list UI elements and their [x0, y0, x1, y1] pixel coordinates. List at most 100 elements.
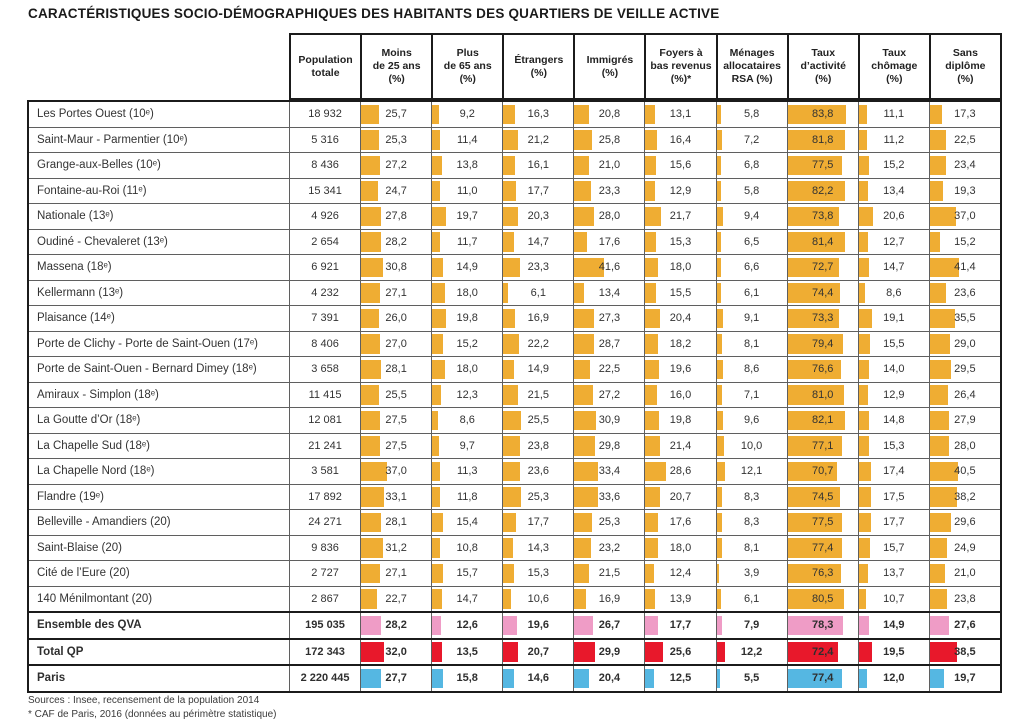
value-cell: 21,4 — [644, 433, 715, 458]
row-name: Grange-aux-Belles (10ᵉ) — [37, 159, 161, 172]
value-label: 41,4 — [954, 261, 976, 274]
value-bar — [432, 385, 441, 405]
value-cell: 28,7 — [573, 331, 644, 356]
value-bar — [787, 668, 842, 688]
value-label: 37,0 — [954, 210, 976, 223]
value-cell: 15,6 — [644, 153, 715, 178]
value-cell: 77,5 — [786, 510, 858, 535]
value-bar — [858, 385, 868, 405]
value-cell: 13,8 — [431, 153, 502, 178]
value-label: 16,1 — [527, 159, 550, 172]
value-bar — [858, 283, 865, 303]
page-title: CARACTÉRISTIQUES SOCIO-DÉMOGRAPHIQUES DE… — [28, 6, 720, 21]
value-cell: 15,5 — [857, 331, 929, 356]
value-bar — [645, 130, 657, 150]
value-cell: 22,2 — [502, 331, 573, 356]
value-label: 14,7 — [883, 261, 905, 274]
value-bar — [716, 104, 721, 124]
value-bar — [574, 461, 598, 481]
value-bar — [361, 642, 384, 662]
value-cell: 25,7 — [360, 102, 431, 127]
value-label: 13,1 — [669, 108, 692, 121]
value-label: 21,5 — [598, 567, 621, 580]
value-bar — [432, 487, 441, 507]
value-cell: 25,5 — [360, 382, 431, 407]
value-cell: 33,1 — [360, 484, 431, 509]
value-label: 72,4 — [811, 645, 834, 658]
value-bar — [645, 642, 664, 662]
value-label: 77,5 — [811, 159, 834, 172]
value-bar — [574, 512, 593, 532]
value-cell: 9,4 — [715, 204, 787, 229]
value-cell: 6,1 — [502, 280, 573, 305]
value-label: 9,6 — [743, 414, 760, 427]
value-bar — [432, 512, 443, 532]
row-name: Oudiné - Chevaleret (13ᵉ) — [37, 235, 168, 248]
value-cell: 11,3 — [431, 459, 502, 484]
value-cell: 26,7 — [573, 613, 644, 638]
value-cell: 29,5 — [928, 357, 1000, 382]
value-label: 18,0 — [669, 261, 692, 274]
value-bar — [716, 512, 723, 532]
value-cell: 30,9 — [573, 408, 644, 433]
value-bar — [858, 615, 870, 635]
value-cell: 8,6 — [715, 357, 787, 382]
value-bar — [716, 385, 722, 405]
value-bar — [503, 512, 516, 532]
table-row: La Goutte d’Or (18ᵉ) 12 081 27,5 8,6 25,5 30,… — [29, 407, 1000, 433]
value-bar — [432, 334, 443, 354]
value-label: 12,3 — [456, 388, 478, 401]
row-name: Fontaine-au-Roi (11ᵉ) — [37, 184, 147, 197]
value-cell: 8,6 — [857, 280, 929, 305]
value-cell: 9,1 — [715, 306, 787, 331]
value-label: 33,1 — [385, 490, 407, 503]
value-label: 22,5 — [598, 363, 621, 376]
value-label: 6,1 — [530, 286, 546, 299]
value-bar — [432, 130, 441, 150]
value-cell: 19,3 — [928, 178, 1000, 203]
value-cell: 12,2 — [715, 639, 787, 664]
value-cell: 38,2 — [928, 484, 1000, 509]
value-bar — [716, 359, 723, 379]
value-cell: 10,8 — [431, 535, 502, 560]
value-label: 76,6 — [811, 363, 834, 376]
column-header: Plus de 65 ans (%) — [431, 33, 505, 100]
table-row: La Chapelle Sud (18ᵉ) 21 241 27,5 9,7 23,8 29… — [29, 432, 1000, 458]
row-name: 140 Ménilmontant (20) — [37, 592, 153, 605]
value-cell: 33,6 — [573, 484, 644, 509]
value-cell: 27,2 — [573, 382, 644, 407]
population-cell: 3 581 — [289, 459, 360, 484]
value-cell: 28,2 — [360, 229, 431, 254]
value-bar — [574, 487, 598, 507]
value-bar — [787, 359, 842, 379]
value-bar — [503, 308, 516, 328]
value-bar — [645, 461, 666, 481]
value-cell: 20,4 — [573, 666, 644, 691]
value-bar — [432, 359, 445, 379]
value-cell: 19,8 — [644, 408, 715, 433]
value-label: 23,6 — [527, 465, 550, 478]
row-name: Nationale (13ᵉ) — [37, 210, 114, 223]
value-cell: 15,2 — [857, 153, 929, 178]
value-label: 17,6 — [598, 235, 621, 248]
value-cell: 19,7 — [928, 666, 1000, 691]
value-label: 27,8 — [385, 210, 407, 223]
value-cell: 23,2 — [573, 535, 644, 560]
value-cell: 33,4 — [573, 459, 644, 484]
value-label: 23,4 — [954, 159, 976, 172]
value-label: 76,3 — [811, 567, 834, 580]
value-bar — [361, 538, 383, 558]
value-bar — [503, 668, 514, 688]
value-label: 12,1 — [740, 465, 763, 478]
value-bar — [574, 130, 593, 150]
value-label: 20,6 — [883, 210, 905, 223]
value-bar — [574, 283, 584, 303]
value-bar — [361, 308, 380, 328]
value-label: 28,0 — [954, 439, 976, 452]
value-bar — [929, 232, 941, 252]
value-cell: 15,3 — [857, 433, 929, 458]
column-header: Moins de 25 ans (%) — [360, 33, 434, 100]
value-bar — [929, 461, 959, 481]
value-label: 29,9 — [598, 645, 621, 658]
value-bar — [929, 359, 951, 379]
